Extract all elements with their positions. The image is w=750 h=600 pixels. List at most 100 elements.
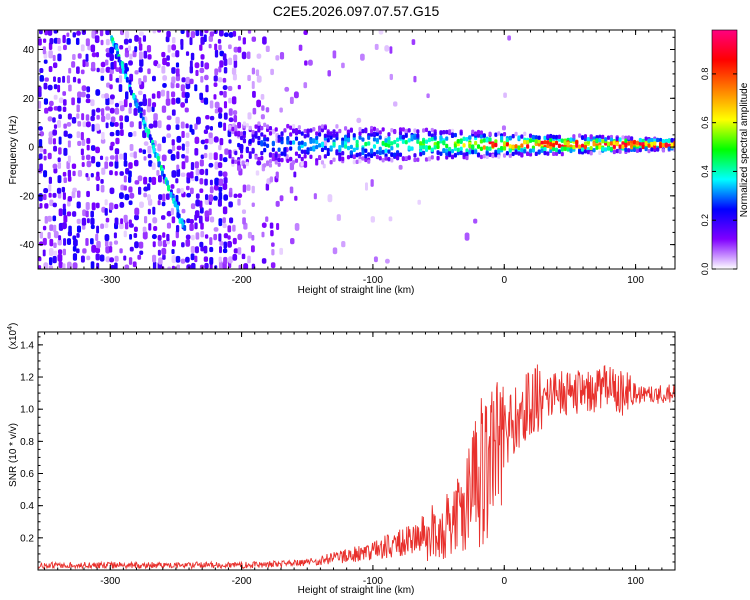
figure-title: C2E5.2026.097.07.57.G15 [273, 3, 440, 19]
noise-cell [411, 39, 416, 46]
noise-cell [204, 210, 210, 218]
noise-cell [96, 67, 100, 73]
noise-cell [118, 100, 124, 106]
noise-cell [186, 192, 192, 198]
carrier-cell [456, 147, 460, 153]
carrier-cell [303, 154, 307, 159]
noise-cell [91, 123, 95, 132]
trace-cell [176, 204, 180, 211]
noise-cell [166, 61, 170, 67]
noise-cell [208, 194, 214, 202]
carrier-cell [589, 134, 593, 140]
carrier-cell [228, 154, 232, 159]
snr-y-scale: (x104) [7, 323, 19, 350]
carrier-cell [427, 145, 431, 150]
noise-cell [67, 169, 72, 178]
noise-cell [81, 155, 85, 161]
noise-cell [44, 30, 48, 36]
noise-cell [166, 222, 171, 229]
noise-cell [189, 36, 193, 46]
noise-cell [199, 159, 204, 167]
carrier-cell [552, 134, 556, 140]
noise-cell [58, 235, 62, 241]
noise-cell [104, 199, 108, 206]
noise-cell [53, 224, 57, 233]
noise-cell [146, 44, 152, 53]
carrier-cell [358, 127, 362, 132]
carrier-cell [630, 136, 634, 141]
noise-cell [194, 148, 199, 156]
noise-cell [109, 155, 115, 160]
carrier-cell [242, 121, 247, 126]
noise-cell [332, 50, 337, 59]
trace-cell [137, 107, 141, 113]
noise-cell [100, 61, 106, 68]
carrier-cell [465, 151, 469, 157]
noise-cell [186, 218, 191, 224]
carrier-cell [297, 153, 301, 159]
noise-cell [171, 36, 176, 44]
noise-cell [44, 77, 49, 82]
noise-cell [99, 30, 104, 37]
noise-cell [123, 98, 128, 108]
noise-cell [195, 116, 201, 125]
noise-cell [223, 194, 229, 201]
noise-cell [336, 214, 341, 222]
noise-cell [222, 85, 228, 91]
noise-cell [123, 255, 127, 261]
noise-cell [114, 262, 118, 269]
carrier-cell [528, 138, 533, 143]
noise-cell [175, 224, 180, 233]
noise-cell [105, 38, 110, 46]
noise-cell [160, 215, 166, 220]
noise-cell [128, 186, 133, 193]
carrier-cell [300, 140, 304, 145]
carrier-cell [384, 138, 388, 143]
noise-cell [194, 246, 199, 254]
carrier-cell [459, 139, 463, 144]
carrier-cell [344, 144, 348, 149]
noise-cell [138, 148, 143, 153]
carrier-cell [474, 131, 478, 136]
carrier-cell [248, 139, 252, 145]
carrier-cell [364, 127, 368, 132]
carrier-cell [439, 130, 443, 136]
noise-cell [77, 170, 83, 177]
noise-cell [218, 66, 222, 73]
carrier-cell [390, 146, 394, 151]
noise-cell [134, 207, 140, 216]
noise-cell [161, 51, 166, 58]
noise-cell [194, 210, 200, 219]
noise-cell [199, 178, 204, 185]
noise-cell [237, 193, 243, 198]
noise-cell [114, 107, 120, 115]
carrier-cell [485, 151, 489, 156]
noise-cell [72, 32, 76, 38]
noise-cell [86, 176, 91, 182]
carrier-cell [439, 135, 443, 140]
noise-cell [134, 241, 139, 249]
noise-cell [90, 210, 94, 218]
noise-cell [43, 155, 47, 161]
noise-cell [189, 124, 193, 133]
noise-cell [185, 132, 190, 138]
noise-cell [293, 171, 297, 178]
carrier-cell [549, 148, 553, 153]
carrier-cell [465, 137, 469, 142]
noise-cell [223, 177, 228, 184]
noise-cell [143, 75, 147, 83]
carrier-cell [563, 140, 567, 146]
noise-cell [227, 85, 233, 91]
carrier-cell [248, 125, 252, 131]
noise-cell [133, 108, 138, 116]
carrier-cell [387, 149, 391, 154]
noise-cell [356, 117, 362, 124]
carrier-cell [398, 152, 403, 157]
noise-cell [58, 114, 62, 120]
carrier-cell [557, 149, 561, 154]
noise-cell [148, 223, 152, 231]
noise-cell [148, 160, 153, 167]
noise-cell [157, 200, 161, 206]
carrier-cell [326, 138, 330, 143]
